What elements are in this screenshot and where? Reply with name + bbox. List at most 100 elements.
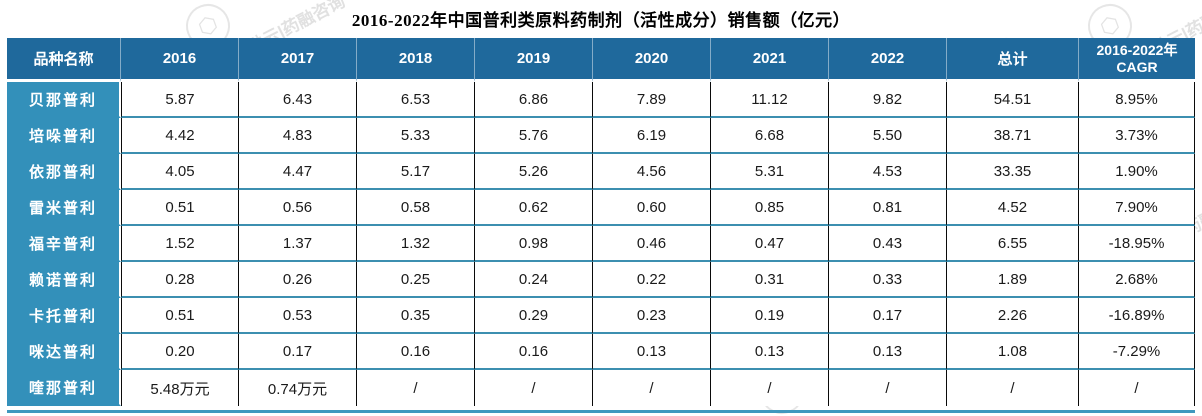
- column-header-year: 总计: [947, 38, 1079, 82]
- value-cell: 3.73%: [1079, 118, 1195, 154]
- value-cell: 11.12: [711, 82, 829, 118]
- value-cell: 0.25: [357, 262, 475, 298]
- value-cell: /: [829, 370, 947, 406]
- value-cell: 0.24: [475, 262, 593, 298]
- value-cell: 0.60: [593, 190, 711, 226]
- row-label: 雷米普利: [7, 190, 121, 226]
- value-cell: /: [475, 370, 593, 406]
- value-cell: 9.82: [829, 82, 947, 118]
- table-row: 依那普利 4.05 4.47 5.17 5.26 4.56 5.31 4.53 33.35 1.9…: [7, 154, 1195, 190]
- value-cell: 6.43: [239, 82, 357, 118]
- value-cell: 4.56: [593, 154, 711, 190]
- value-cell: 6.86: [475, 82, 593, 118]
- table-bottom-bar: [7, 410, 1195, 413]
- value-cell: 6.19: [593, 118, 711, 154]
- value-cell: 0.98: [475, 226, 593, 262]
- value-cell: 0.35: [357, 298, 475, 334]
- table-row: 咪达普利 0.20 0.17 0.16 0.16 0.13 0.13 0.13 1.08 -7.2…: [7, 334, 1195, 370]
- value-cell: 5.48万元: [121, 370, 239, 406]
- value-cell: 5.31: [711, 154, 829, 190]
- value-cell: 6.55: [947, 226, 1079, 262]
- column-header-cagr: 2016-2022年 CAGR: [1079, 38, 1195, 82]
- value-cell: 0.22: [593, 262, 711, 298]
- row-label: 喹那普利: [7, 370, 121, 406]
- value-cell: 5.26: [475, 154, 593, 190]
- value-cell: 0.29: [475, 298, 593, 334]
- value-cell: 0.17: [829, 298, 947, 334]
- column-header-name: 品种名称: [7, 38, 121, 82]
- value-cell: /: [357, 370, 475, 406]
- value-cell: -16.89%: [1079, 298, 1195, 334]
- value-cell: 0.17: [239, 334, 357, 370]
- value-cell: 4.47: [239, 154, 357, 190]
- value-cell: 0.53: [239, 298, 357, 334]
- value-cell: 4.52: [947, 190, 1079, 226]
- row-label: 依那普利: [7, 154, 121, 190]
- value-cell: 2.26: [947, 298, 1079, 334]
- value-cell: 4.42: [121, 118, 239, 154]
- value-cell: 1.90%: [1079, 154, 1195, 190]
- sales-table: 品种名称 2016 2017 2018 2019 2020 2021 2022 总计 2016-2…: [7, 38, 1195, 406]
- column-header-year: 2017: [239, 38, 357, 82]
- value-cell: 5.87: [121, 82, 239, 118]
- column-header-year: 2021: [711, 38, 829, 82]
- row-label: 卡托普利: [7, 298, 121, 334]
- column-header-year: 2019: [475, 38, 593, 82]
- value-cell: -7.29%: [1079, 334, 1195, 370]
- value-cell: 1.52: [121, 226, 239, 262]
- value-cell: 5.76: [475, 118, 593, 154]
- row-label: 培哚普利: [7, 118, 121, 154]
- value-cell: 54.51: [947, 82, 1079, 118]
- value-cell: 0.13: [829, 334, 947, 370]
- column-header-year: 2016: [121, 38, 239, 82]
- value-cell: 0.46: [593, 226, 711, 262]
- table-row: 卡托普利 0.51 0.53 0.35 0.29 0.23 0.19 0.17 2.26 -16.…: [7, 298, 1195, 334]
- value-cell: 0.31: [711, 262, 829, 298]
- value-cell: 0.28: [121, 262, 239, 298]
- value-cell: 0.81: [829, 190, 947, 226]
- column-header-year: 2018: [357, 38, 475, 82]
- page-title: 2016-2022年中国普利类原料药制剂（活性成分）销售额（亿元）: [351, 11, 851, 30]
- table-row: 贝那普利 5.87 6.43 6.53 6.86 7.89 11.12 9.82 54.51 8.…: [7, 82, 1195, 118]
- value-cell: 2.68%: [1079, 262, 1195, 298]
- row-label: 咪达普利: [7, 334, 121, 370]
- table-body: 贝那普利 5.87 6.43 6.53 6.86 7.89 11.12 9.82 54.51 8.…: [7, 82, 1195, 406]
- table-row: 雷米普利 0.51 0.56 0.58 0.62 0.60 0.85 0.81 4.52 7.90…: [7, 190, 1195, 226]
- value-cell: /: [947, 370, 1079, 406]
- value-cell: 7.90%: [1079, 190, 1195, 226]
- value-cell: 6.68: [711, 118, 829, 154]
- value-cell: 5.33: [357, 118, 475, 154]
- value-cell: 4.83: [239, 118, 357, 154]
- value-cell: 0.16: [357, 334, 475, 370]
- column-header-year: 2022: [829, 38, 947, 82]
- table-row: 福辛普利 1.52 1.37 1.32 0.98 0.46 0.47 0.43 6.55 -18.…: [7, 226, 1195, 262]
- value-cell: 38.71: [947, 118, 1079, 154]
- value-cell: 0.33: [829, 262, 947, 298]
- row-label: 贝那普利: [7, 82, 121, 118]
- value-cell: 1.08: [947, 334, 1079, 370]
- row-label: 福辛普利: [7, 226, 121, 262]
- value-cell: 8.95%: [1079, 82, 1195, 118]
- value-cell: 0.20: [121, 334, 239, 370]
- value-cell: 1.32: [357, 226, 475, 262]
- value-cell: 0.19: [711, 298, 829, 334]
- value-cell: 0.56: [239, 190, 357, 226]
- value-cell: 4.53: [829, 154, 947, 190]
- value-cell: 0.58: [357, 190, 475, 226]
- value-cell: /: [593, 370, 711, 406]
- row-label: 赖诺普利: [7, 262, 121, 298]
- table-header-row: 品种名称 2016 2017 2018 2019 2020 2021 2022 总计 2016-2…: [7, 38, 1195, 82]
- value-cell: 5.17: [357, 154, 475, 190]
- value-cell: 33.35: [947, 154, 1079, 190]
- value-cell: 1.37: [239, 226, 357, 262]
- table-row: 喹那普利 5.48万元 0.74万元 / / / / / / /: [7, 370, 1195, 406]
- value-cell: -18.95%: [1079, 226, 1195, 262]
- value-cell: 4.05: [121, 154, 239, 190]
- value-cell: /: [711, 370, 829, 406]
- value-cell: 0.62: [475, 190, 593, 226]
- value-cell: 7.89: [593, 82, 711, 118]
- value-cell: /: [1079, 370, 1195, 406]
- value-cell: 0.47: [711, 226, 829, 262]
- value-cell: 0.85: [711, 190, 829, 226]
